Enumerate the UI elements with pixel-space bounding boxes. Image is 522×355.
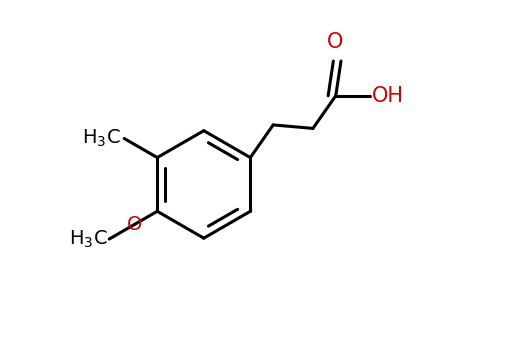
Text: OH: OH: [372, 86, 404, 106]
Text: O: O: [127, 215, 143, 234]
Text: H$_3$C: H$_3$C: [69, 228, 108, 250]
Text: O: O: [327, 32, 343, 53]
Text: H$_3$C: H$_3$C: [82, 128, 121, 149]
